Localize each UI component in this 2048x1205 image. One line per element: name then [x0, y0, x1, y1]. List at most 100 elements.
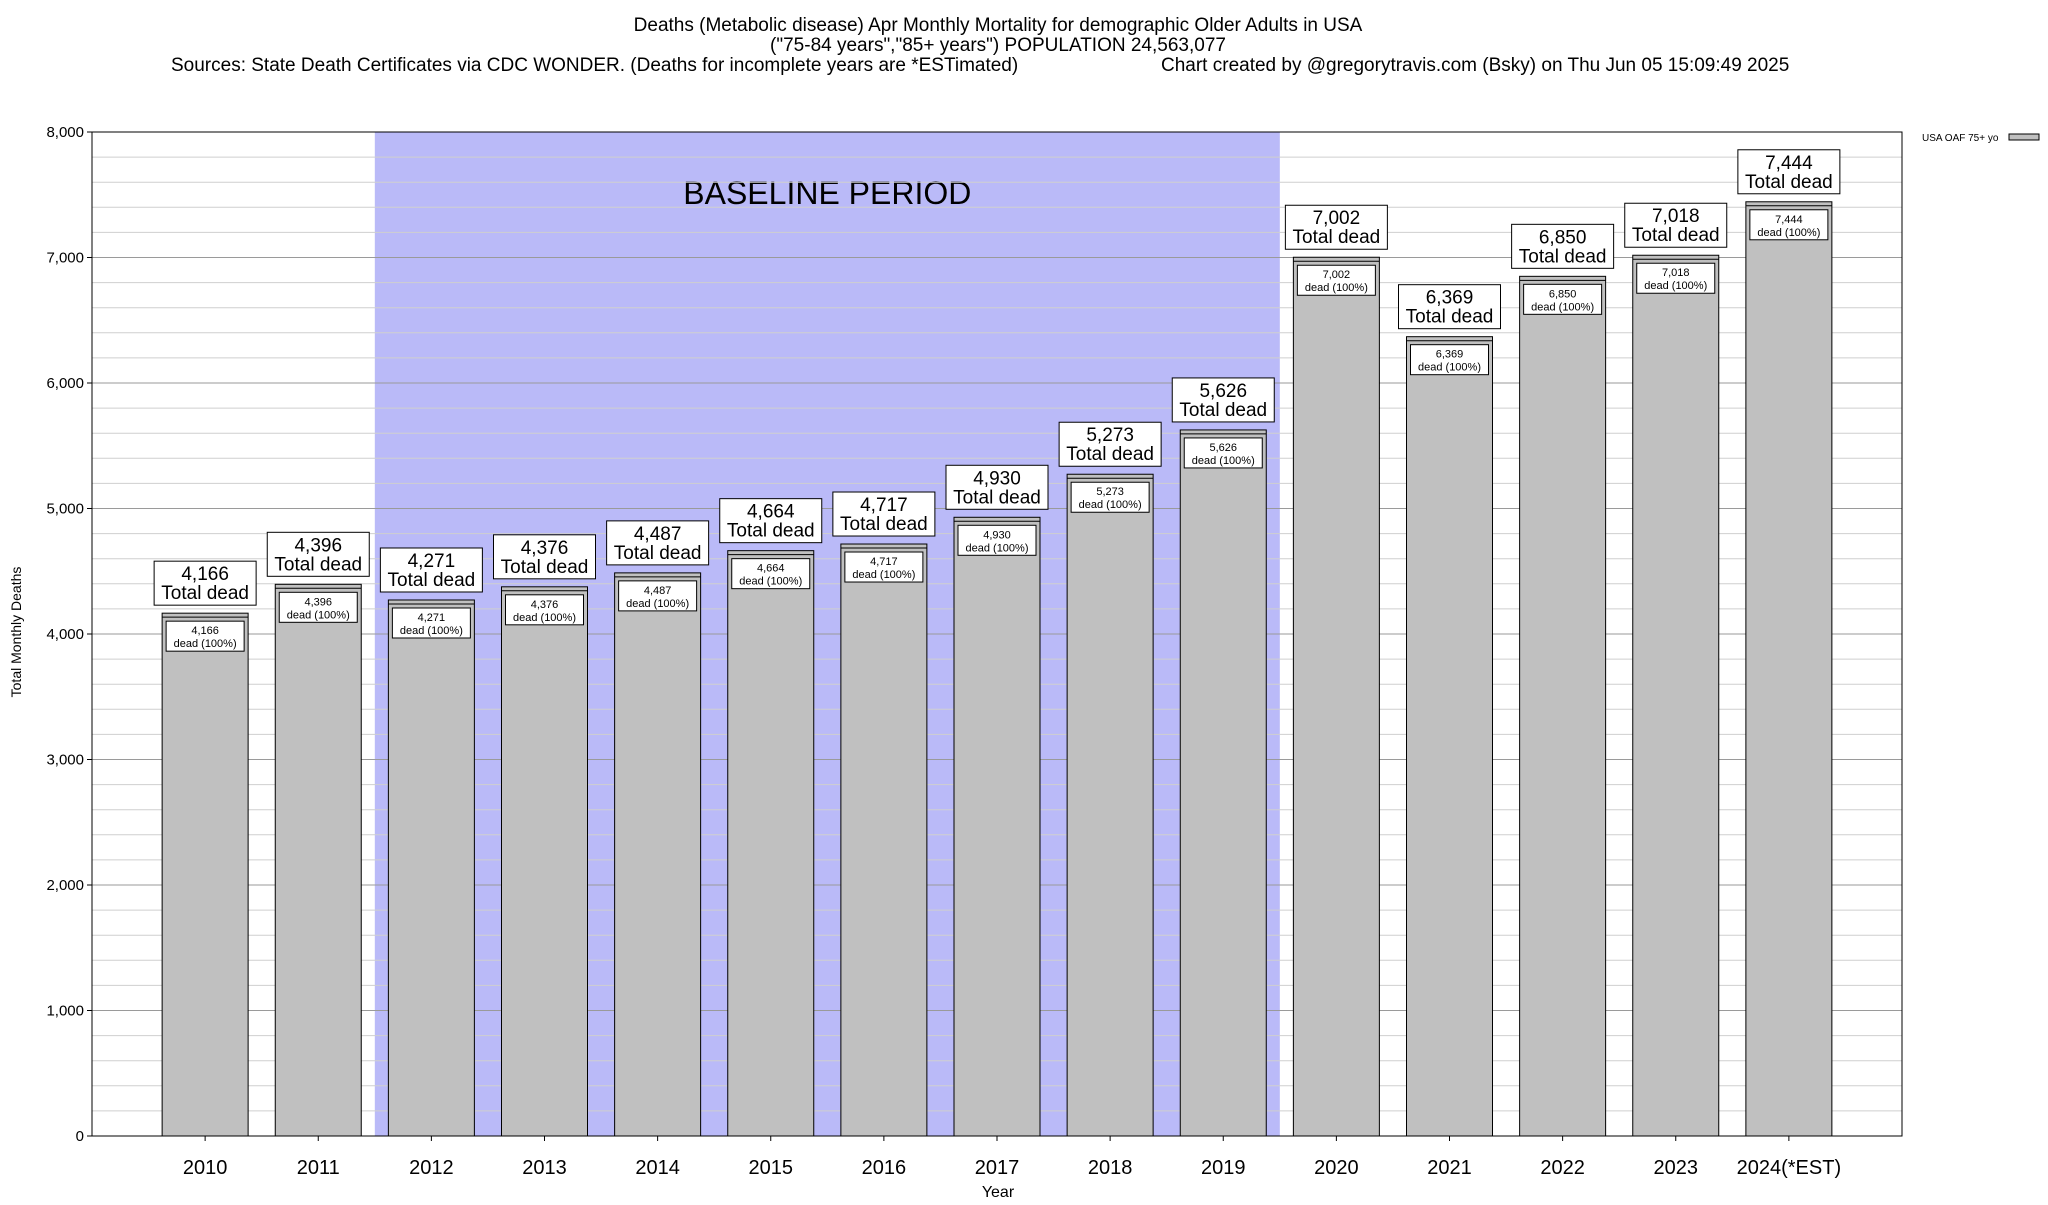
- bar-top-value-label: 7,018: [1652, 206, 1700, 227]
- y-tick-label: 4,000: [46, 626, 84, 643]
- bar-inner-dead-label: dead (100%): [287, 609, 350, 621]
- bar-inner-label-box: [278, 591, 358, 623]
- bar-inner-value-label: 4,376: [531, 599, 559, 611]
- x-tick-label: 2019: [1201, 1157, 1246, 1179]
- x-axis-label: Year: [982, 1184, 1015, 1200]
- bar-top-total-label: Total dead: [614, 543, 702, 564]
- y-tick-label: 8,000: [46, 124, 84, 141]
- chart-sources: Sources: State Death Certificates via CD…: [171, 55, 1018, 76]
- bar-top-total-label: Total dead: [274, 554, 362, 575]
- chart-title-line2: ("75-84 years","85+ years") POPULATION 2…: [770, 35, 1226, 56]
- bar-inner-label-box: [1070, 481, 1150, 513]
- bar-inner-label-box: [618, 580, 698, 612]
- bar-inner-value-label: 4,717: [870, 556, 898, 568]
- x-tick-label: 2024(*EST): [1737, 1157, 1842, 1179]
- bar-inner-dead-label: dead (100%): [513, 612, 576, 624]
- bar: [1632, 254, 1720, 1137]
- bar-inner-value-label: 5,626: [1209, 442, 1237, 454]
- bar-inner-value-label: 4,487: [644, 585, 672, 597]
- bar: [161, 612, 249, 1137]
- x-tick-label: 2014: [635, 1157, 680, 1179]
- x-tick-label: 2016: [862, 1157, 907, 1179]
- bar-top-total-label: Total dead: [1519, 246, 1607, 267]
- bar-inner-value-label: 4,271: [418, 612, 446, 624]
- y-tick-label: 6,000: [46, 375, 84, 392]
- bar-top-total-label: Total dead: [953, 487, 1041, 508]
- bar-top-total-label: Total dead: [1745, 172, 1833, 193]
- x-tick-label: 2022: [1540, 1157, 1585, 1179]
- bar-inner-value-label: 6,369: [1436, 349, 1464, 361]
- bar-inner-value-label: 4,396: [304, 596, 332, 608]
- bar-top-value-label: 4,487: [634, 524, 682, 545]
- bar-top-label-box: [1737, 149, 1841, 195]
- bar-inner-dead-label: dead (100%): [1757, 227, 1820, 239]
- x-tick-label: 2017: [975, 1157, 1020, 1179]
- bar-top-value-label: 4,717: [860, 495, 908, 516]
- bar-top-value-label: 7,002: [1313, 208, 1361, 229]
- bar-top-value-label: 4,271: [408, 551, 456, 572]
- bar-inner-dead-label: dead (100%): [1079, 499, 1142, 511]
- bar-inner-dead-label: dead (100%): [1644, 280, 1707, 292]
- bar-top-total-label: Total dead: [1632, 225, 1720, 246]
- bar-top-value-label: 4,396: [294, 535, 342, 556]
- bar: [1292, 256, 1380, 1137]
- bar-top-label-box: [945, 464, 1049, 510]
- bar-inner-label-box: [1523, 283, 1603, 315]
- bar-inner-value-label: 5,273: [1096, 486, 1124, 498]
- y-axis-label: Total Monthly Deaths: [8, 567, 24, 698]
- bar-inner-label-box: [1749, 209, 1829, 241]
- bar-top-total-label: Total dead: [161, 583, 249, 604]
- x-tick-label: 2011: [297, 1157, 340, 1179]
- bar-top-total-label: Total dead: [388, 570, 476, 591]
- x-tick-label: 2023: [1654, 1157, 1699, 1179]
- bar: [1406, 336, 1493, 1137]
- y-tick-label: 3,000: [46, 752, 84, 769]
- plot-frame: [91, 131, 1903, 1137]
- x-tick-label: 2018: [1088, 1157, 1133, 1179]
- y-tick-label: 2,000: [46, 877, 84, 894]
- bar-top-label-box: [1058, 421, 1162, 467]
- chart-credit: Chart created by @gregorytravis.com (Bsk…: [1161, 55, 1789, 76]
- bar-top-value-label: 4,664: [747, 502, 795, 523]
- bar-top-total-label: Total dead: [1293, 227, 1381, 248]
- bar-inner-label-box: [1636, 262, 1716, 294]
- bar: [1179, 429, 1267, 1137]
- bar-inner-value-label: 7,002: [1323, 269, 1351, 281]
- bar-inner-label-box: [844, 551, 924, 583]
- bar-top-label-box: [379, 547, 483, 593]
- bar-top-value-label: 4,376: [521, 538, 569, 559]
- bar-inner-dead-label: dead (100%): [1305, 282, 1368, 294]
- bar-inner-label-box: [1410, 344, 1489, 376]
- bar-top-value-label: 5,273: [1086, 425, 1134, 446]
- bar: [1745, 201, 1833, 1137]
- bar-inner-value-label: 4,166: [191, 625, 219, 637]
- bar-inner-value-label: 7,018: [1662, 267, 1690, 279]
- bar-top-total-label: Total dead: [1406, 307, 1494, 328]
- bar: [727, 550, 815, 1137]
- x-tick-label: 2012: [409, 1157, 454, 1179]
- bar-top-total-label: Total dead: [840, 514, 928, 535]
- bar-top-total-label: Total dead: [1066, 444, 1154, 465]
- bar-inner-dead-label: dead (100%): [1192, 455, 1255, 467]
- x-tick-label: 2015: [749, 1157, 794, 1179]
- x-tick-label: 2021: [1427, 1157, 1472, 1179]
- bar-inner-label-box: [957, 524, 1037, 556]
- bar-top-value-label: 4,166: [181, 564, 229, 585]
- bar-top-value-label: 6,369: [1426, 288, 1474, 309]
- bar-inner-label-box: [731, 558, 811, 590]
- bar-inner-label-box: [1296, 264, 1376, 296]
- bar-top-value-label: 5,626: [1199, 381, 1247, 402]
- legend: USA OAF 75+ yo: [1922, 133, 2040, 144]
- x-tick-label: 2010: [183, 1157, 228, 1179]
- bar: [1066, 473, 1154, 1137]
- plot-area: BASELINE PERIOD 0 1,000 2,000 3,000 4,000 5,00…: [46, 124, 1903, 1179]
- bar-inner-dead-label: dead (100%): [966, 542, 1029, 554]
- bar-top-label-box: [1284, 204, 1388, 250]
- y-tick-label: 0: [76, 1128, 84, 1145]
- bar-top-label-box: [1398, 284, 1501, 330]
- bar: [840, 543, 928, 1137]
- bar-inner-dead-label: dead (100%): [739, 576, 802, 588]
- bar-inner-dead-label: dead (100%): [400, 625, 463, 637]
- bar-top-value-label: 7,444: [1765, 153, 1813, 174]
